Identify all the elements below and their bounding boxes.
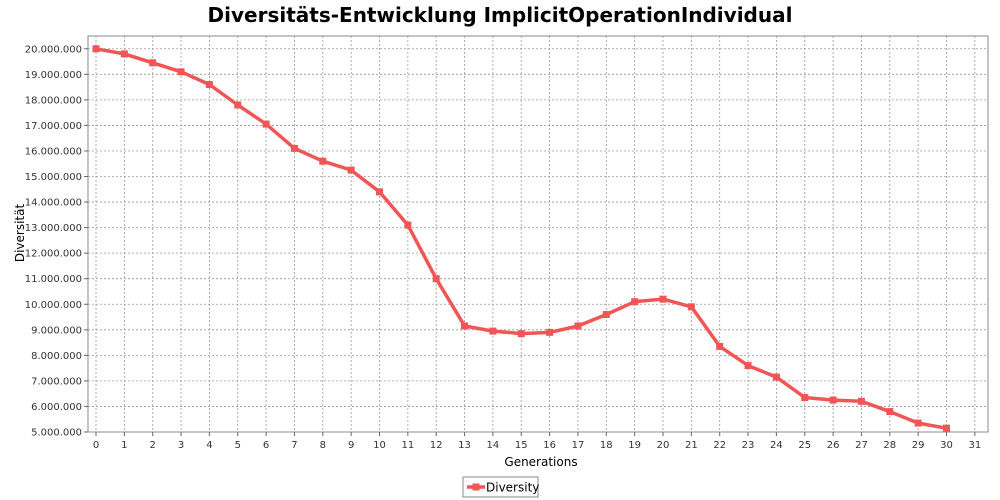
x-tick-label: 26: [827, 440, 840, 451]
data-point: [234, 101, 242, 109]
x-tick-label: 8: [320, 440, 326, 451]
x-tick-label: 16: [543, 440, 556, 451]
data-point: [574, 322, 582, 330]
x-tick-label: 14: [487, 440, 500, 451]
data-point: [943, 424, 950, 432]
y-tick-label: 15.000.000: [25, 172, 82, 183]
data-point: [376, 188, 383, 196]
y-tick-label: 17.000.000: [25, 121, 82, 132]
y-tick-label: 14.000.000: [25, 198, 82, 209]
data-point: [489, 327, 497, 335]
data-point: [829, 396, 837, 404]
legend-label: Diversity: [486, 481, 539, 495]
x-tick-label: 1: [121, 440, 127, 451]
data-point: [92, 45, 100, 53]
x-axis-ticks: 0 1 2 3 4 5 6 7 8 9 10 11 12 13 14 15 16 17 18 19 20 21 22 23 24…: [93, 432, 981, 451]
series-layer: [92, 45, 950, 432]
legend-swatch-marker: [472, 483, 480, 491]
data-point: [319, 157, 327, 165]
chart-title: Diversitäts-Entwicklung ImplicitOperatio…: [208, 3, 793, 27]
x-tick-label: 3: [178, 440, 184, 451]
data-point: [149, 59, 157, 67]
data-point: [120, 50, 128, 58]
data-point: [404, 221, 412, 229]
data-point: [886, 408, 894, 416]
data-point: [659, 295, 667, 303]
x-tick-label: 25: [798, 440, 811, 451]
x-tick-label: 30: [940, 440, 953, 451]
y-tick-label: 5.000.000: [31, 428, 82, 439]
x-tick-label: 27: [855, 440, 868, 451]
data-point: [432, 275, 440, 283]
data-point: [546, 328, 554, 336]
x-tick-label: 7: [291, 440, 297, 451]
y-tick-label: 10.000.000: [25, 300, 82, 311]
y-axis-ticks: 5.000.000 6.000.000 7.000.000 8.000.000 9.00…: [25, 44, 88, 439]
data-point: [914, 419, 922, 427]
data-point: [177, 68, 185, 76]
data-point: [716, 342, 724, 350]
x-tick-label: 29: [912, 440, 925, 451]
x-tick-label: 22: [713, 440, 726, 451]
data-point: [205, 81, 213, 89]
x-tick-label: 6: [263, 440, 269, 451]
data-point: [857, 397, 865, 405]
legend: Diversity: [462, 476, 539, 498]
x-tick-label: 13: [458, 440, 471, 451]
x-tick-label: 15: [515, 440, 528, 451]
y-tick-label: 6.000.000: [31, 402, 82, 413]
x-tick-label: 12: [430, 440, 443, 451]
x-tick-label: 2: [150, 440, 156, 451]
data-point: [461, 322, 469, 330]
x-tick-label: 28: [883, 440, 896, 451]
data-point: [602, 310, 610, 318]
x-tick-label: 10: [373, 440, 386, 451]
y-tick-label: 12.000.000: [25, 249, 82, 260]
y-tick-label: 7.000.000: [31, 376, 82, 387]
data-point: [801, 394, 809, 402]
data-point: [262, 120, 270, 128]
x-tick-label: 5: [235, 440, 241, 451]
y-tick-label: 9.000.000: [31, 325, 82, 336]
data-point: [744, 362, 752, 370]
x-axis-label: Generations: [504, 455, 577, 469]
y-tick-label: 20.000.000: [25, 44, 82, 55]
x-tick-label: 18: [600, 440, 613, 451]
y-tick-label: 19.000.000: [25, 70, 82, 81]
x-tick-label: 24: [770, 440, 783, 451]
x-tick-label: 4: [206, 440, 212, 451]
x-tick-label: 17: [572, 440, 585, 451]
y-tick-label: 8.000.000: [31, 351, 82, 362]
x-tick-label: 23: [742, 440, 755, 451]
y-tick-label: 16.000.000: [25, 146, 82, 157]
data-point: [347, 166, 355, 174]
data-point: [290, 144, 298, 152]
x-tick-label: 20: [657, 440, 670, 451]
legend-box: [462, 476, 539, 498]
data-point: [631, 298, 639, 306]
x-tick-label: 11: [401, 440, 414, 451]
y-tick-label: 18.000.000: [25, 95, 82, 106]
x-tick-label: 0: [93, 440, 99, 451]
y-tick-label: 13.000.000: [25, 223, 82, 234]
data-point: [687, 303, 695, 311]
x-tick-label: 31: [968, 440, 981, 451]
y-axis-label: Diversität: [13, 204, 27, 263]
data-point: [772, 373, 780, 381]
y-tick-label: 11.000.000: [25, 274, 82, 285]
x-tick-label: 19: [628, 440, 641, 451]
data-point: [517, 330, 525, 338]
x-tick-label: 9: [348, 440, 354, 451]
x-tick-label: 21: [685, 440, 698, 451]
